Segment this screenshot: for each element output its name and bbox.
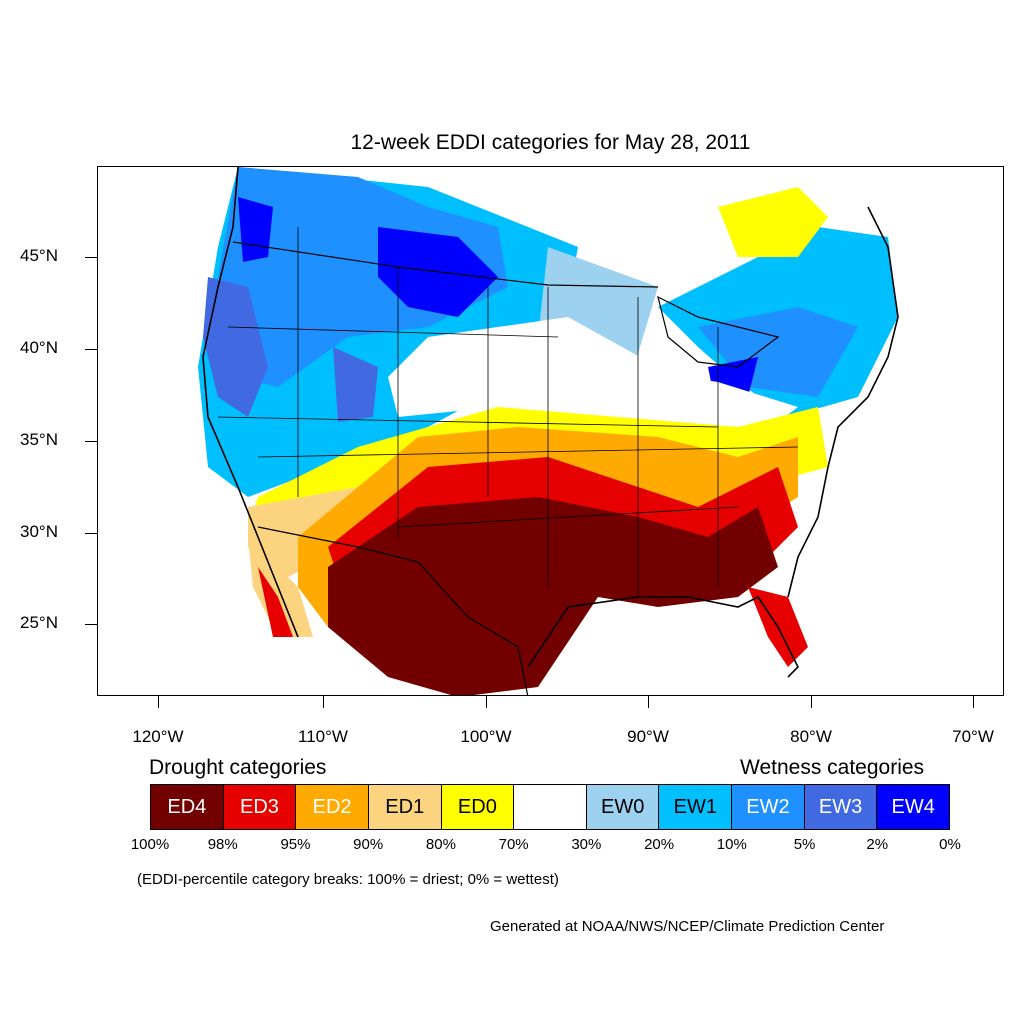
- lat-tick-30: [85, 533, 97, 534]
- category-legend: ED4 ED3 ED2 ED1 ED0 EW0 EW1 EW2 EW3 EW4: [150, 784, 950, 830]
- percentile-label: 70%: [498, 836, 529, 853]
- percentile-label: 0%: [939, 836, 961, 853]
- percentile-label: 100%: [130, 836, 170, 853]
- border-mexico: [257, 526, 529, 695]
- border-canada: [232, 241, 659, 288]
- wetness-heading: Wetness categories: [740, 756, 925, 779]
- lat-tick-40: [85, 349, 97, 350]
- legend-cell-ed2: ED2: [296, 785, 369, 829]
- legend-cell-ew2: EW2: [732, 785, 805, 829]
- lon-tick-80: [811, 696, 812, 708]
- lon-label-110: 110°W: [298, 727, 348, 746]
- coastline-west: [202, 167, 299, 638]
- drought-heading: Drought categories: [149, 756, 327, 779]
- legend-cell-ew1: EW1: [659, 785, 733, 829]
- region-ed0-quebec: [718, 187, 828, 257]
- percentile-label: 5%: [793, 836, 816, 853]
- region-ew4-washington: [238, 197, 273, 262]
- legend-cell-ed0: ED0: [441, 785, 515, 829]
- state-lines: [217, 227, 799, 597]
- percentile-label: 30%: [571, 836, 602, 853]
- region-ed4-southwest: [328, 497, 778, 695]
- category-note: (EDDI-percentile category breaks: 100% =…: [137, 871, 559, 888]
- lat-tick-35: [85, 441, 97, 442]
- legend-cell-ew4: EW4: [877, 785, 950, 829]
- lat-label-30: 30°N: [20, 522, 58, 541]
- legend-cell-ed4: ED4: [151, 785, 224, 829]
- percentile-label: 20%: [644, 836, 675, 853]
- lon-label-80: 80°W: [790, 727, 832, 746]
- coastline-gulf: [527, 595, 799, 678]
- percentile-label: 90%: [353, 836, 384, 853]
- lon-label-90: 90°W: [627, 727, 669, 746]
- percentile-label: 98%: [207, 836, 238, 853]
- credit-line: Generated at NOAA/NWS/NCEP/Climate Predi…: [490, 918, 885, 935]
- lat-label-25: 25°N: [20, 613, 58, 632]
- lon-label-100: 100°W: [460, 727, 512, 746]
- region-ew3-utah: [333, 347, 378, 422]
- legend-cell-ed3: ED3: [223, 785, 297, 829]
- region-ed1-baja: [248, 537, 313, 637]
- lat-label-40: 40°N: [20, 338, 58, 357]
- lat-label-45: 45°N: [20, 246, 58, 265]
- lat-tick-45: [85, 257, 97, 258]
- percentile-label: 95%: [280, 836, 311, 853]
- great-lakes: [657, 295, 780, 368]
- legend-cell-ed1: ED1: [368, 785, 442, 829]
- lon-tick-110: [323, 696, 324, 708]
- map-panel: [97, 166, 1004, 696]
- legend-cell-ew3: EW3: [804, 785, 878, 829]
- legend-cell-neutral: [514, 785, 587, 829]
- lat-label-35: 35°N: [20, 430, 58, 449]
- region-ed3-baja: [258, 567, 293, 637]
- percentile-label: 10%: [716, 836, 747, 853]
- lon-label-120: 120°W: [132, 727, 184, 746]
- region-ew3-pacific: [203, 277, 268, 417]
- lon-label-70: 70°W: [952, 727, 994, 746]
- coastline-east: [787, 206, 899, 598]
- lon-tick-120: [158, 696, 159, 708]
- lon-tick-90: [648, 696, 649, 708]
- map-title: 12-week EDDI categories for May 28, 2011: [350, 131, 751, 154]
- lat-tick-25: [85, 624, 97, 625]
- region-ew2-northwest: [218, 167, 508, 387]
- legend-cell-ew0: EW0: [586, 785, 660, 829]
- percentile-label: 80%: [425, 836, 456, 853]
- lon-tick-70: [973, 696, 974, 708]
- percentile-label: 2%: [866, 836, 889, 853]
- lon-tick-100: [486, 696, 487, 708]
- eddi-map: [198, 167, 899, 695]
